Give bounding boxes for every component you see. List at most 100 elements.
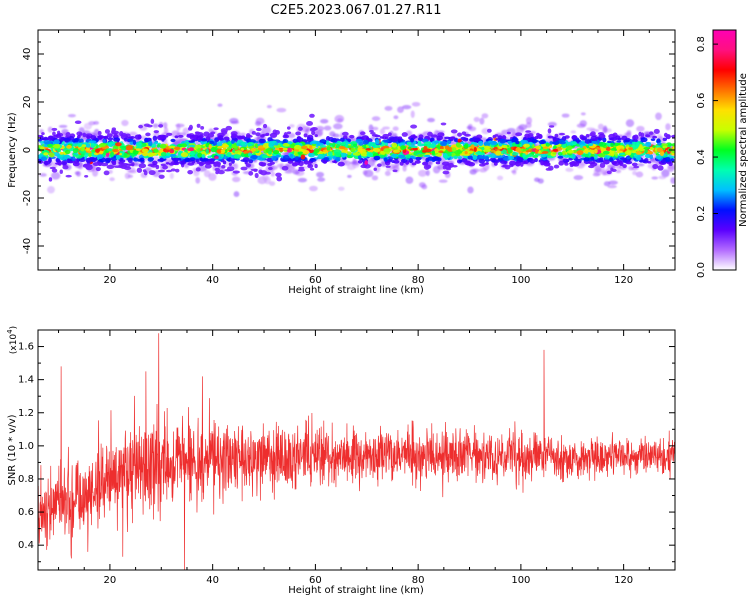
spectrogram-cell (231, 144, 238, 149)
spectrogram-cell (391, 142, 398, 148)
spectrogram-cell (262, 173, 269, 182)
spectrogram-cell (655, 155, 662, 160)
spectrogram-cell (553, 164, 560, 169)
spectrogram-cell (138, 124, 143, 129)
spectrogram-cell (464, 137, 469, 141)
spectrogram-cell (656, 138, 661, 144)
spectrogram-heatmap (38, 101, 675, 198)
spectrogram-cell (106, 133, 113, 138)
spectrogram-cell (415, 156, 422, 161)
spectrogram-cell (250, 155, 258, 159)
y-tick-label: 0.4 (18, 540, 34, 551)
spectrogram-cell (349, 134, 355, 139)
spectrogram-cell (111, 129, 116, 135)
spectrogram-cell (520, 161, 524, 167)
spectrogram-cell (315, 125, 325, 132)
spectrogram-cell (633, 138, 638, 142)
spectrogram-cell (408, 158, 414, 164)
spectrogram-cell (78, 138, 84, 144)
spectrogram-cell (255, 132, 261, 137)
spectrogram-cell (334, 152, 341, 157)
spectrogram-cell (362, 140, 370, 145)
spectrogram-cell (591, 141, 596, 145)
spectrogram-cell (500, 160, 507, 164)
spectrogram-cell (298, 151, 303, 155)
spectrogram-cell (511, 151, 519, 156)
spectrogram-cell (72, 161, 80, 167)
y-tick-label: 1.4 (18, 375, 34, 386)
spectrogram-cell (470, 144, 475, 149)
spectrogram-cell (106, 164, 115, 170)
x-tick-label: 80 (412, 275, 425, 286)
spectrogram-cell (525, 130, 532, 133)
spectrogram-cell (268, 151, 272, 155)
spectrogram-cell (350, 147, 356, 152)
spectrogram-cell (279, 163, 285, 168)
spectrogram-cell (327, 151, 333, 157)
spectrogram-cell (581, 147, 585, 151)
spectrogram-cell (525, 154, 534, 158)
colorbar-tick-label: 0.2 (696, 206, 707, 222)
spectrogram-cell (300, 154, 306, 160)
spectrogram-cell (390, 153, 398, 159)
spectrogram-cell (92, 157, 99, 161)
spectrogram-cell (557, 155, 564, 159)
spectrogram-cell (393, 159, 400, 164)
spectrogram-cell (214, 156, 219, 160)
spectrogram-cell (430, 134, 438, 138)
spectrogram-cell (430, 143, 436, 149)
spectrogram-cell (261, 154, 269, 159)
spectrogram-cell (84, 174, 89, 178)
spectrogram-cell (606, 146, 611, 152)
spectrogram-cell (76, 170, 81, 177)
spectrogram-cell (531, 138, 538, 144)
spectrogram-cell (189, 157, 196, 162)
spectrogram-cell (64, 149, 71, 155)
spectrogram-cell (210, 146, 217, 153)
spectrogram-cell (639, 159, 647, 163)
spectrogram-cell (260, 134, 265, 138)
spectrogram-cell (374, 139, 380, 145)
spectrogram-cell (169, 148, 175, 154)
spectrogram-cell (384, 142, 389, 146)
spectrogram-cell (85, 164, 93, 171)
spectrogram-cell (38, 138, 42, 142)
spectrogram-cell (535, 145, 541, 150)
spectrogram-cell (80, 152, 85, 158)
spectrogram-cell (104, 129, 110, 134)
spectrogram-cell (271, 155, 277, 161)
spectrogram-cell (487, 128, 492, 133)
spectrogram-cell (619, 162, 624, 167)
spectrogram-cell (278, 148, 284, 152)
spectrogram-cell (73, 138, 79, 143)
spectrogram-cell (95, 148, 100, 153)
spectrogram-cell (40, 156, 47, 162)
spectrogram-cell (138, 163, 147, 169)
spectrogram-cell (648, 131, 654, 135)
snr-multiplier: (x104) (6, 326, 19, 354)
spectrogram-cell (245, 133, 251, 138)
spectrogram-cell (384, 136, 389, 140)
spectrogram-cell (473, 137, 482, 142)
spectrogram-cell (115, 142, 122, 147)
y-tick-label: 0.8 (18, 474, 34, 485)
spectrogram-cell (610, 167, 614, 172)
x-tick-label: 100 (511, 275, 530, 286)
y-tick-label: 0.6 (18, 507, 34, 518)
spectrogram-cell (663, 132, 668, 138)
spectrogram-cell (50, 171, 61, 180)
spectrogram-cell (424, 152, 431, 156)
spectrogram-cell (184, 157, 191, 162)
spectrogram-cell (392, 169, 398, 173)
spectrogram-cell (335, 156, 341, 162)
spectrogram-cell (159, 148, 165, 153)
spectrogram-cell (371, 116, 381, 121)
spectrogram-cell (292, 162, 298, 166)
spectrogram-cell (506, 131, 511, 135)
spectrogram-cell (602, 137, 607, 143)
spectrogram-cell (323, 125, 332, 131)
snr-frame (37, 329, 676, 571)
spectrogram-cell (391, 165, 399, 169)
spectrogram-cell (592, 172, 601, 177)
spectrogram-cell (292, 138, 299, 144)
